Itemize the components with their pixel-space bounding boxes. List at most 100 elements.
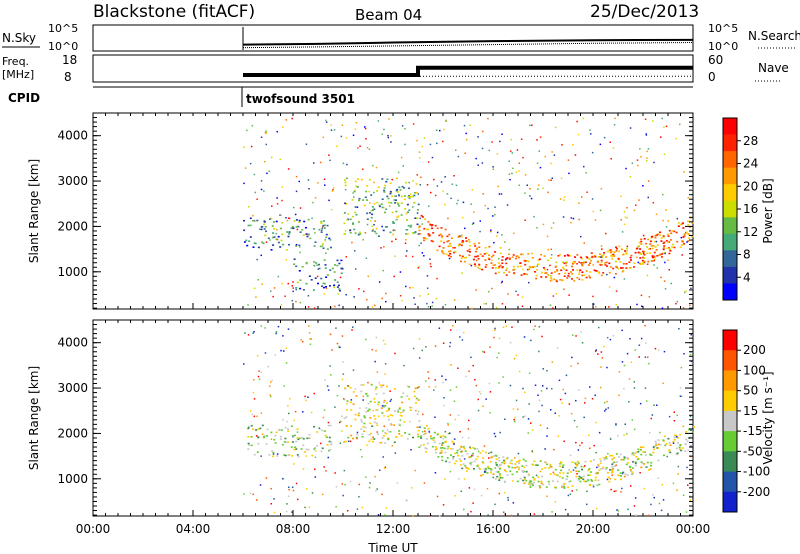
scatter-cell: [459, 460, 462, 462]
scatter-cell: [661, 307, 664, 309]
scatter-cell: [502, 456, 505, 458]
scatter-cell: [286, 503, 288, 505]
scatter-cell: [528, 265, 531, 268]
scatter-cell: [501, 133, 503, 135]
scatter-cell: [324, 264, 327, 266]
colorbar-tick-label: 50: [743, 384, 758, 398]
scatter-cell: [334, 406, 336, 408]
scatter-cell: [345, 203, 348, 205]
scatter-cell: [682, 425, 685, 428]
x-tick-label: 12:00: [376, 522, 411, 536]
scatter-cell: [571, 265, 574, 268]
scatter-cell: [657, 459, 660, 462]
scatter-cell: [504, 241, 506, 243]
scatter-cell: [609, 141, 611, 143]
scatter-cell: [562, 464, 565, 466]
scatter-cell: [344, 230, 347, 232]
scatter-cell: [296, 228, 299, 231]
scatter-cell: [436, 433, 439, 436]
scatter-cell: [617, 456, 620, 458]
scatter-cell: [472, 502, 474, 504]
scatter-cell: [494, 267, 497, 269]
scatter-cell: [467, 437, 470, 439]
scatter-cell: [640, 243, 643, 245]
scatter-cell: [354, 418, 357, 421]
scatter-cell: [431, 301, 434, 304]
scatter-cell: [338, 346, 340, 348]
scatter-cell: [427, 427, 430, 430]
scatter-cell: [569, 480, 572, 482]
scatter-cell: [603, 458, 606, 461]
scatter-cell: [594, 394, 596, 397]
scatter-cell: [688, 237, 691, 239]
scatter-cell: [517, 294, 519, 296]
scatter-cell: [615, 464, 617, 466]
scatter-cell: [408, 197, 411, 200]
scatter-cell: [640, 466, 643, 469]
scatter-cell: [556, 270, 559, 272]
scatter-cell: [648, 362, 650, 365]
scatter-cell: [385, 385, 388, 388]
scatter-cell: [427, 228, 430, 231]
scatter-cell: [640, 461, 643, 463]
scatter-cell: [623, 456, 626, 458]
scatter-cell: [631, 453, 634, 455]
scatter-cell: [252, 332, 254, 334]
scatter-cell: [507, 465, 510, 467]
scatter-cell: [244, 167, 247, 169]
scatter-cell: [449, 255, 452, 258]
scatter-cell: [550, 179, 552, 181]
scatter-cell: [363, 290, 365, 293]
scatter-cell: [616, 266, 619, 269]
scatter-cell: [506, 474, 509, 476]
scatter-cell: [618, 394, 620, 397]
scatter-cell: [664, 261, 666, 264]
scatter-cell: [255, 429, 258, 431]
scatter-cell: [589, 447, 591, 449]
scatter-cell: [426, 228, 429, 231]
scatter-cell: [426, 424, 428, 427]
scatter-cell: [434, 345, 437, 347]
scatter-cell: [509, 470, 512, 473]
scatter-cell: [494, 272, 497, 275]
scatter-cell: [329, 285, 331, 287]
scatter-cell: [302, 411, 304, 413]
scatter-cell: [466, 250, 469, 252]
scatter-cell: [562, 388, 564, 391]
scatter-cell: [449, 389, 452, 391]
scatter-cell: [634, 497, 637, 499]
scatter-cell: [327, 389, 330, 391]
scatter-cell: [457, 155, 460, 158]
scatter-cell: [651, 260, 654, 262]
scatter-cell: [596, 471, 599, 474]
scatter-cell: [465, 256, 468, 259]
scatter-cell: [400, 396, 403, 398]
velocity-cbar-label: Velocity [m s⁻¹]: [761, 371, 775, 464]
scatter-cell: [318, 427, 320, 429]
scatter-cell: [397, 411, 400, 413]
scatter-cell: [592, 303, 595, 305]
scatter-cell: [369, 212, 371, 214]
scatter-cell: [620, 195, 622, 198]
scatter-cell: [588, 434, 590, 436]
scatter-cell: [257, 442, 260, 445]
scatter-cell: [676, 300, 679, 303]
scatter-cell: [350, 399, 353, 401]
scatter-cell: [585, 256, 588, 258]
scatter-cell: [490, 262, 493, 264]
scatter-cell: [421, 430, 424, 433]
scatter-cell: [325, 121, 328, 123]
scatter-cell: [474, 265, 477, 267]
scatter-cell: [592, 210, 595, 213]
scatter-cell: [381, 437, 384, 439]
scatter-cell: [518, 370, 521, 373]
scatter-cell: [682, 236, 685, 238]
scatter-cell: [596, 484, 599, 487]
scatter-cell: [398, 205, 401, 207]
scatter-cell: [325, 236, 328, 239]
scatter-cell: [308, 325, 310, 327]
scatter-cell: [395, 210, 398, 213]
scatter-cell: [547, 274, 550, 276]
scatter-cell: [258, 228, 261, 230]
scatter-cell: [692, 252, 694, 255]
